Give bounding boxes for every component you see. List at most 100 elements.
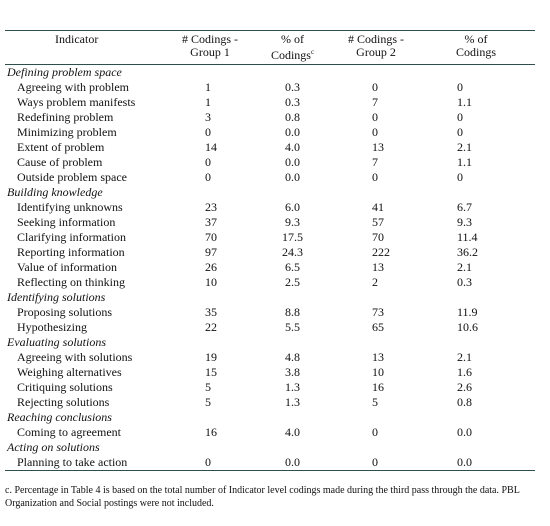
cell-value: 10.6	[457, 320, 478, 334]
cell-value: 5	[205, 380, 211, 394]
cell-value: 35	[205, 305, 217, 319]
cell-value: 2.5	[285, 275, 300, 289]
cell-value: 23	[205, 200, 217, 214]
cell-value: 4.0	[285, 140, 300, 154]
cell-value: 0	[457, 110, 463, 124]
cell-value: 73	[372, 305, 384, 319]
header-cell: # Codings - Group 1	[170, 31, 250, 65]
cell-value: 11.9	[457, 305, 478, 319]
cell-value: 4.0	[285, 425, 300, 439]
indicator: Outside problem space	[17, 170, 127, 184]
cell-value: 0	[372, 455, 378, 469]
indicator: Rejecting solutions	[17, 395, 110, 409]
indicator: Clarifying information	[17, 230, 126, 244]
cell-value: 14	[205, 140, 217, 154]
cell-value: 0.3	[285, 95, 300, 109]
cell-value: 0	[457, 170, 463, 184]
cell-value: 1.3	[285, 380, 300, 394]
cell-value: 13	[372, 350, 384, 364]
header-row: Indicator # Codings - Group 1% of Codingsc #…	[5, 30, 535, 65]
cell-value: 10	[372, 365, 384, 379]
cell-value: 0.0	[285, 155, 300, 169]
data-row: Agreeing with problem 1 0.3 0 0	[5, 80, 535, 95]
header-cell: Indicator	[5, 31, 170, 65]
cell-value: 9.3	[457, 215, 472, 229]
cell-value: 13	[372, 140, 384, 154]
cell-value: 6.0	[285, 200, 300, 214]
cell-value: 2.1	[457, 350, 472, 364]
cell-value: 24.3	[282, 245, 303, 259]
cell-value: 19	[205, 350, 217, 364]
indicator: Coming to agreement	[17, 425, 121, 439]
cell-value: 0.3	[457, 275, 472, 289]
cell-value: 222	[372, 245, 390, 259]
cell-value: 1	[205, 80, 211, 94]
cell-value: 0.0	[457, 455, 472, 469]
indicator: Value of information	[17, 260, 117, 274]
section-row: Identifying solutions	[5, 290, 535, 305]
cell-value: 36.2	[457, 245, 478, 259]
cell-value: 2	[372, 275, 378, 289]
cell-value: 97	[205, 245, 217, 259]
cell-value: 5	[372, 395, 378, 409]
header-text: # Codings -	[347, 32, 404, 46]
cell-value: 10	[205, 275, 217, 289]
cell-value: 37	[205, 215, 217, 229]
cell-value: 2.1	[457, 260, 472, 274]
indicator: Critiquing solutions	[17, 380, 113, 394]
data-row: Outside problem space 0 0.0 0 0	[5, 170, 535, 185]
indicator: Seeking information	[17, 215, 116, 229]
cell-value: 0.0	[457, 425, 472, 439]
cell-value: 70	[372, 230, 384, 244]
cell-value: 0.0	[285, 125, 300, 139]
cell-value: 26	[205, 260, 217, 274]
section-row: Building knowledge	[5, 185, 535, 200]
cell-value: 1.6	[457, 365, 472, 379]
data-row: Ways problem manifests 1 0.3 7 1.1	[5, 95, 535, 110]
cell-value: 1	[205, 95, 211, 109]
header-text: Group 1	[190, 45, 230, 59]
cell-value: 0.0	[285, 170, 300, 184]
data-row: Reflecting on thinking 10 2.5 2 0.3	[5, 275, 535, 290]
cell-value: 1.1	[457, 95, 472, 109]
cell-value: 57	[372, 215, 384, 229]
cell-value: 70	[205, 230, 217, 244]
header-text: Codings	[455, 45, 496, 59]
cell-value: 4.8	[285, 350, 300, 364]
section-row: Reaching conclusions	[5, 410, 535, 425]
cell-value: 7	[372, 95, 378, 109]
data-row: Agreeing with solutions 19 4.8 13 2.1	[5, 350, 535, 365]
section-title: Building knowledge	[7, 185, 103, 199]
indicator: Identifying unknowns	[17, 200, 123, 214]
cell-value: 65	[372, 320, 384, 334]
header-cell: % of Codingsc	[250, 31, 335, 65]
cell-value: 22	[205, 320, 217, 334]
cell-value: 11.4	[457, 230, 478, 244]
section-row: Evaluating solutions	[5, 335, 535, 350]
section-title: Defining problem space	[7, 65, 122, 79]
cell-value: 0	[205, 155, 211, 169]
cell-value: 7	[372, 155, 378, 169]
indicator: Ways problem manifests	[17, 95, 136, 109]
data-row: Reporting information 97 24.3 222 36.2	[5, 245, 535, 260]
cell-value: 0	[372, 425, 378, 439]
table-body: Defining problem space Agreeing with prob…	[5, 65, 535, 471]
data-row: Coming to agreement 16 4.0 0 0.0	[5, 425, 535, 440]
indicator: Proposing solutions	[17, 305, 113, 319]
header-text: Codings	[270, 48, 311, 62]
cell-value: 3	[205, 110, 211, 124]
indicator: Agreeing with problem	[17, 80, 129, 94]
table-header: Indicator # Codings - Group 1% of Codingsc #…	[5, 30, 535, 65]
cell-value: 3.8	[285, 365, 300, 379]
cell-value: 15	[205, 365, 217, 379]
indicator: Minimizing problem	[17, 125, 117, 139]
cell-value: 0	[457, 80, 463, 94]
data-row: Planning to take action 0 0.0 0 0.0	[5, 455, 535, 471]
indicator: Extent of problem	[17, 140, 105, 154]
cell-value: 0	[372, 170, 378, 184]
section-title: Evaluating solutions	[7, 335, 106, 349]
cell-value: 2.6	[457, 380, 472, 394]
cell-value: 16	[372, 380, 384, 394]
cell-value: 13	[372, 260, 384, 274]
